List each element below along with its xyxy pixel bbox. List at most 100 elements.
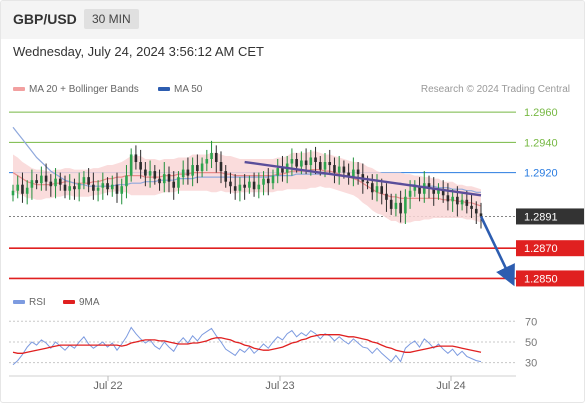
level-label-box-2 xyxy=(516,164,584,181)
candle-body xyxy=(432,187,436,194)
candle-body xyxy=(186,169,190,176)
candle-body xyxy=(366,181,369,184)
candle-body xyxy=(177,177,180,188)
candle-body xyxy=(460,199,464,205)
candle-body xyxy=(181,169,185,178)
candle-body xyxy=(129,154,133,176)
legend-ma20: MA 20 + Bollinger Bands xyxy=(13,84,139,95)
candle-body xyxy=(248,181,251,188)
price-level-labels: 1.2960 1.2940 1.2920 1.2891 1.2870 1.2850 xyxy=(516,104,584,287)
rsi-tick-30: 30 xyxy=(525,358,537,370)
candle-body xyxy=(314,157,317,163)
candle-body xyxy=(437,189,440,194)
candle-body xyxy=(328,162,332,166)
candle-body xyxy=(375,186,379,193)
candle-body xyxy=(25,187,29,194)
candle-body xyxy=(139,162,142,170)
candle-body xyxy=(210,152,213,159)
candle-body xyxy=(323,162,327,170)
timestamp: Wednesday, July 24, 2024 3:56:12 AM CET xyxy=(13,44,264,59)
candle-body xyxy=(408,190,412,197)
candle-body xyxy=(470,205,473,209)
candle-body xyxy=(40,175,43,184)
candle-body xyxy=(191,165,194,176)
candle-body xyxy=(101,183,105,188)
candle-body xyxy=(63,184,67,191)
instrument-title: GBP/USD xyxy=(13,11,77,27)
candle-body xyxy=(404,196,407,214)
candle-body xyxy=(58,178,62,185)
candle-body xyxy=(49,181,53,187)
candle-body xyxy=(385,193,388,200)
candle-body xyxy=(337,166,341,173)
candle-body xyxy=(295,158,298,167)
time-axis: Jul 22 Jul 23 Jul 24 xyxy=(9,375,516,392)
candle-body xyxy=(110,184,114,190)
x-tick-label: Jul 22 xyxy=(93,380,122,392)
candle-body xyxy=(233,186,237,191)
level-label-2: 1.2920 xyxy=(524,168,558,180)
legend-9ma: 9MA xyxy=(63,297,100,308)
legend-label-rsi: RSI xyxy=(29,297,46,308)
legend-swatch-ma50 xyxy=(158,87,170,92)
candle-body xyxy=(82,177,86,184)
candle-body xyxy=(352,169,355,178)
candle-body xyxy=(243,184,246,188)
candle-body xyxy=(44,175,48,182)
candle-body xyxy=(271,175,275,184)
candle-body xyxy=(196,165,199,172)
x-tick-label: Jul 24 xyxy=(436,380,465,392)
candle-body xyxy=(479,213,483,217)
candle-body xyxy=(347,172,350,178)
level-label-3: 1.2891 xyxy=(524,211,558,223)
candle-body xyxy=(68,186,72,191)
resistance-trend-line xyxy=(244,160,482,197)
credit-text: Research © 2024 Trading Central xyxy=(420,84,570,95)
candle-body xyxy=(11,190,15,196)
candle-body xyxy=(205,158,209,164)
candle-body xyxy=(304,160,308,166)
candle-body xyxy=(413,186,417,191)
candle-body xyxy=(427,183,431,188)
legend-swatch-ma20 xyxy=(13,87,25,92)
candle-body xyxy=(30,180,34,188)
candle-body xyxy=(219,162,223,172)
candle-body xyxy=(300,160,303,167)
rsi-series-rsi xyxy=(12,326,482,366)
header-bar: GBP/USD 30 MIN xyxy=(1,1,584,39)
candle-body xyxy=(16,184,20,191)
rsi-tick-70: 70 xyxy=(525,316,537,328)
candle-body xyxy=(158,178,161,184)
timeframe-badge[interactable]: 30 MIN xyxy=(84,9,139,29)
candle-body xyxy=(238,184,242,191)
candle-body xyxy=(252,181,256,190)
legend-label-ma20: MA 20 + Bollinger Bands xyxy=(29,84,139,95)
candle-body xyxy=(120,186,124,194)
x-tick-label: Jul 23 xyxy=(265,380,294,392)
legend-label-ma50: MA 50 xyxy=(174,84,203,95)
candle-body xyxy=(54,178,57,187)
legend-swatch-rsi xyxy=(13,300,25,305)
candle-body xyxy=(167,174,171,182)
candle-body xyxy=(370,183,374,193)
candle-body xyxy=(446,195,450,202)
legend-rsi: RSI xyxy=(13,297,46,308)
candle-body xyxy=(474,208,478,214)
candle-body xyxy=(115,184,119,194)
candle-body xyxy=(200,163,204,172)
candle-body xyxy=(35,180,38,184)
candle-body xyxy=(229,181,232,187)
legend-label-9ma: 9MA xyxy=(79,297,100,308)
candle-body xyxy=(281,168,284,173)
candle-body xyxy=(356,169,360,175)
candle-body xyxy=(380,186,384,194)
level-label-5: 1.2850 xyxy=(524,273,558,285)
candle-body xyxy=(153,171,157,179)
candle-body xyxy=(172,181,176,188)
rsi-series-9ma xyxy=(12,334,482,354)
forecast-arrow xyxy=(479,215,515,287)
candle-body xyxy=(96,187,100,191)
ma20-line xyxy=(12,169,482,207)
candle-body xyxy=(125,175,128,187)
